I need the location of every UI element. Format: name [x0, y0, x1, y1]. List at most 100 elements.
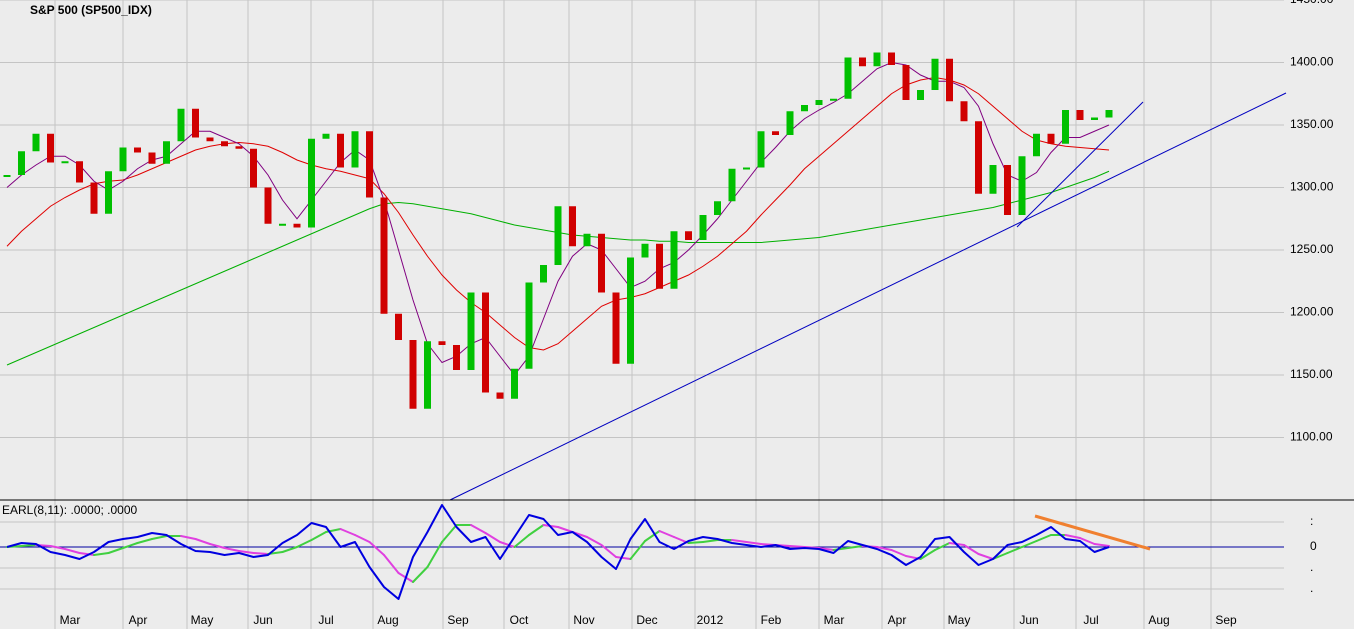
candle — [496, 392, 504, 399]
candle — [1047, 133, 1055, 144]
candle — [641, 243, 649, 258]
signal-line — [78, 552, 95, 556]
candle — [221, 141, 228, 147]
signal-line — [644, 530, 661, 542]
signal-line — [93, 552, 110, 556]
oscillator-line — [6, 504, 1110, 600]
candle — [409, 340, 417, 409]
x-tick-label: Nov — [573, 613, 594, 627]
y-tick-label: 1200.00 — [1290, 305, 1334, 319]
candle — [844, 57, 852, 99]
candle — [670, 231, 678, 289]
candle — [18, 151, 25, 175]
signal-line — [1093, 543, 1110, 547]
y-tick-label: 1400.00 — [1290, 55, 1334, 69]
signal-line — [499, 541, 516, 548]
candle — [917, 90, 924, 100]
candle — [467, 292, 475, 370]
signal-line — [687, 541, 704, 544]
signal-line — [615, 556, 632, 560]
signal-line — [484, 532, 501, 543]
signal-line — [151, 535, 168, 540]
y-tick-label: 1450.00 — [1290, 0, 1334, 6]
y-tick-label: 1100.00 — [1290, 430, 1333, 444]
candle — [656, 243, 663, 289]
candle — [902, 65, 910, 100]
candle — [583, 233, 591, 247]
signal-line — [194, 538, 211, 545]
oscillator-panel — [0, 504, 1284, 600]
signal-line — [789, 545, 806, 548]
candle — [975, 121, 982, 194]
x-tick-label: May — [191, 613, 214, 627]
moving-average — [6, 61, 1110, 376]
candle — [511, 368, 518, 399]
signal-line — [919, 549, 936, 560]
x-tick-label: Dec — [636, 613, 657, 627]
candle — [525, 282, 533, 369]
signal-line — [832, 547, 849, 551]
candle — [859, 57, 866, 67]
signal-line — [1064, 534, 1081, 539]
candle — [627, 257, 634, 364]
candle — [134, 147, 141, 153]
candle — [351, 131, 359, 168]
signal-line — [586, 536, 603, 546]
signal-line — [136, 538, 153, 544]
candle — [177, 108, 185, 142]
signal-line — [1006, 546, 1023, 554]
candle — [1004, 165, 1011, 215]
candle — [424, 341, 431, 409]
grid — [0, 0, 1284, 629]
candle — [931, 58, 939, 90]
candle — [946, 58, 953, 102]
signal-line — [557, 526, 574, 533]
signal-line — [310, 531, 327, 541]
candle — [293, 223, 301, 228]
x-tick-label: Mar — [60, 613, 81, 627]
candle — [337, 133, 344, 168]
candle — [830, 98, 837, 101]
x-tick-label: Jun — [1019, 613, 1038, 627]
signal-line — [223, 547, 240, 552]
y-tick-label: : — [1310, 514, 1313, 528]
candle — [1033, 133, 1040, 157]
signal-line — [528, 524, 545, 536]
candle — [612, 292, 620, 364]
trendline — [449, 92, 1287, 501]
candle — [105, 171, 112, 214]
candle — [1076, 110, 1084, 120]
signal-line — [368, 541, 385, 556]
candle — [322, 133, 330, 139]
signal-line — [354, 534, 371, 543]
price-panel — [3, 52, 1113, 409]
signal-line — [64, 548, 81, 554]
candle — [90, 182, 98, 214]
signal-line — [629, 540, 646, 560]
signal-line — [745, 541, 762, 545]
signal-line — [1035, 534, 1052, 542]
y-tick-label: 1150.00 — [1290, 367, 1333, 381]
candle — [699, 215, 707, 240]
signal-line — [470, 524, 487, 534]
candle — [264, 187, 272, 224]
candle — [873, 52, 881, 67]
candle — [815, 100, 823, 105]
x-tick-label: Apr — [129, 613, 148, 627]
candle — [163, 141, 170, 164]
signal-line — [876, 546, 893, 551]
candle — [482, 292, 489, 393]
candle — [32, 133, 40, 152]
indicator-title: EARL(8,11): .0000; .0000 — [2, 503, 138, 517]
candle — [47, 133, 54, 163]
candle — [250, 148, 257, 188]
candle — [1091, 117, 1098, 120]
signal-line — [731, 539, 748, 543]
x-tick-label: Mar — [824, 613, 845, 627]
x-tick-label: Jun — [253, 613, 272, 627]
x-tick-label: Aug — [377, 613, 398, 627]
candle — [1105, 110, 1113, 118]
candle — [366, 131, 373, 198]
signal-line — [513, 534, 530, 548]
signal-line — [252, 552, 269, 555]
